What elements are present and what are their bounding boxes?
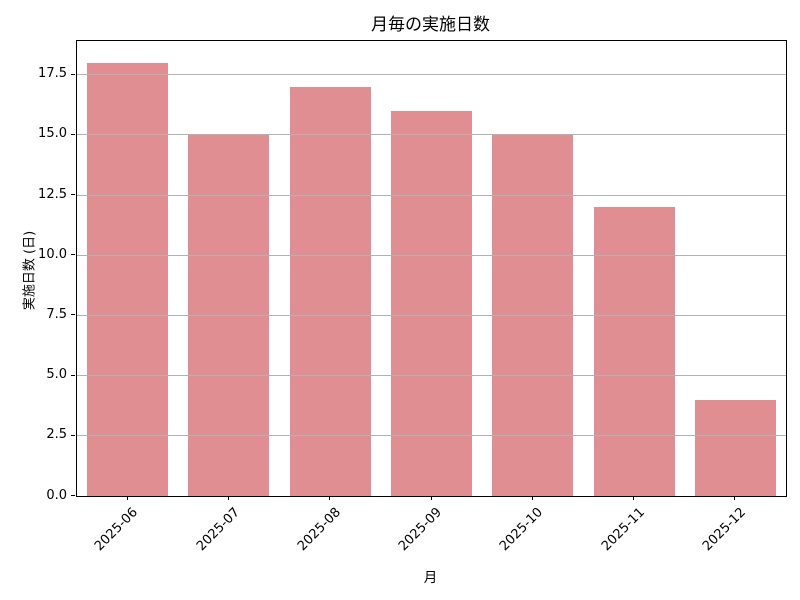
- x-tick-mark: [430, 496, 432, 500]
- bar-2025-11: [593, 207, 675, 496]
- gridline-y-12.5: [77, 194, 786, 196]
- x-tick-label: 2025-11: [598, 505, 648, 555]
- y-tick-label: 7.5: [46, 306, 67, 322]
- y-tick-mark: [71, 73, 75, 75]
- y-tick-mark: [71, 374, 75, 376]
- gridline-y-10: [77, 254, 786, 256]
- x-tick-mark: [633, 496, 635, 500]
- x-tick-label: 2025-06: [92, 505, 142, 555]
- x-tick-label: 2025-07: [193, 505, 243, 555]
- y-tick-label: 0.0: [46, 487, 67, 503]
- y-tick-mark: [71, 314, 75, 316]
- y-tick-label: 5.0: [46, 367, 67, 383]
- y-tick-mark: [71, 194, 75, 196]
- chart-title: 月毎の実施日数: [371, 15, 490, 35]
- x-tick-mark: [227, 496, 229, 500]
- x-tick-mark: [329, 496, 331, 500]
- x-tick-label: 2025-12: [699, 505, 749, 555]
- y-tick-label: 12.5: [38, 186, 67, 202]
- y-tick-label: 2.5: [46, 427, 67, 443]
- y-tick-mark: [71, 133, 75, 135]
- x-axis-label: 月: [423, 570, 438, 586]
- plot-area: [76, 40, 787, 497]
- x-tick-mark: [734, 496, 736, 500]
- y-tick-mark: [71, 254, 75, 256]
- y-tick-label: 15.0: [38, 126, 67, 142]
- bar-2025-06: [87, 62, 169, 496]
- gridline-y-15: [77, 134, 786, 136]
- bar-2025-12: [694, 399, 776, 496]
- gridline-y-2.5: [77, 435, 786, 437]
- bar-2025-08: [289, 86, 371, 496]
- y-tick-mark: [71, 434, 75, 436]
- y-axis-label: 実施日数 (日): [22, 230, 38, 311]
- gridline-y-7.5: [77, 314, 786, 316]
- gridline-y-17.5: [77, 74, 786, 76]
- x-tick-mark: [126, 496, 128, 500]
- y-tick-label: 17.5: [38, 66, 67, 82]
- x-tick-label: 2025-08: [294, 505, 344, 555]
- x-tick-label: 2025-10: [497, 505, 547, 555]
- x-tick-mark: [531, 496, 533, 500]
- x-tick-label: 2025-09: [396, 505, 446, 555]
- y-tick-mark: [71, 495, 75, 496]
- gridline-y-5: [77, 375, 786, 377]
- y-tick-label: 10.0: [38, 246, 67, 262]
- bar-2025-09: [390, 110, 472, 496]
